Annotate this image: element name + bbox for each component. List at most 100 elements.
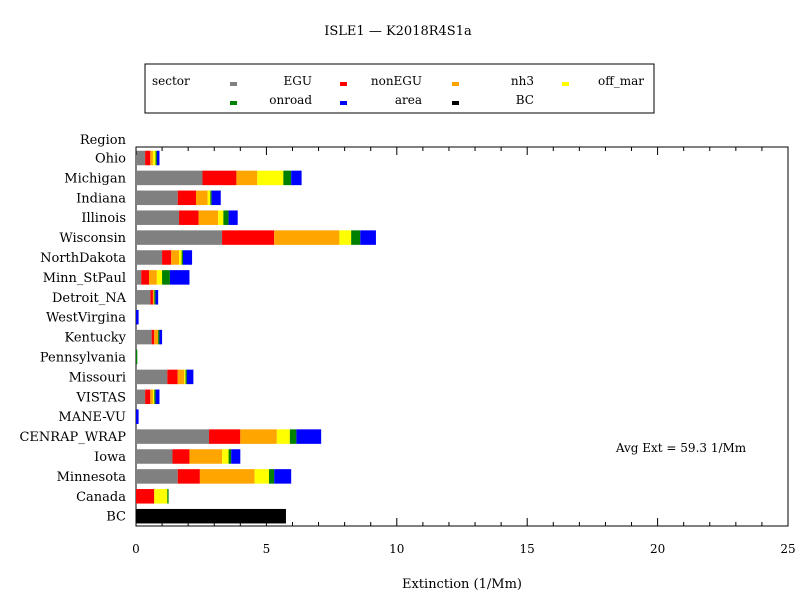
legend-label-egu: EGU (284, 74, 312, 88)
bar-minnesota-off_mar (254, 469, 270, 484)
bar-illinois-nh3 (198, 210, 219, 225)
bar-indiana-nonegu (177, 190, 196, 206)
bar-detroit-na-area (155, 290, 159, 305)
bar-illinois-off_mar (218, 210, 224, 225)
bar-ohio-off_mar (152, 150, 156, 166)
y-tick-label-illinois: Illinois (81, 211, 126, 226)
legend-label-bc: BC (516, 93, 534, 107)
bar-cenrap-wrap-off_mar (276, 429, 290, 444)
bar-cenrap-wrap-area (296, 429, 322, 444)
x-axis-label: Extinction (1/Mm) (402, 577, 522, 592)
legend-label-area: area (395, 93, 422, 107)
legend-marker-area (340, 101, 347, 105)
bar-minnesota-area (274, 469, 292, 484)
bar-northdakota-egu (136, 250, 163, 265)
bar-indiana-off_mar (207, 190, 211, 206)
y-tick-label-minn-stpaul: Minn_StPaul (43, 271, 126, 286)
legend-marker-nh3 (452, 82, 459, 86)
bar-michigan-nonegu (202, 170, 237, 186)
legend-marker-nonegu (340, 82, 347, 86)
bar-kentucky-egu (136, 329, 152, 345)
bar-indiana-area (211, 190, 221, 206)
bar-kentucky-area (159, 329, 163, 345)
legend-box (144, 63, 655, 114)
bar-vistas-onroad (154, 389, 156, 405)
y-tick-label-michigan: Michigan (64, 171, 126, 186)
y-tick-label-westvirgina: WestVirgina (46, 311, 126, 326)
bar-wisconsin-egu (136, 230, 223, 245)
bar-northdakota-off_mar (179, 250, 182, 265)
bar-minn-stpaul-onroad (162, 270, 170, 285)
y-tick-label-vistas: VISTAS (75, 390, 126, 405)
bar-vistas-egu (136, 389, 146, 405)
bar-minnesota-egu (136, 469, 178, 484)
bar-indiana-egu (136, 190, 178, 206)
bar-vistas-nh3 (150, 389, 153, 405)
bar-cenrap-wrap-egu (136, 429, 210, 444)
bar-ohio-egu (136, 150, 146, 166)
y-tick-label-indiana: Indiana (76, 191, 126, 206)
avg-extinction-annotation: Avg Ext = 59.3 1/Mm (615, 441, 747, 455)
y-tick-label-pennsylvania: Pennsylvania (40, 351, 126, 366)
bar-northdakota-nh3 (171, 250, 180, 265)
bar-missouri-off_mar (184, 369, 186, 385)
bar-michigan-area (291, 170, 302, 186)
bar-northdakota-area (182, 250, 193, 265)
legend-marker-bc (452, 101, 459, 105)
x-tick-label-10: 10 (389, 542, 404, 556)
legend-marker-off-mar (562, 82, 569, 86)
bar-michigan-off_mar (257, 170, 284, 186)
y-tick-label-bc: BC (106, 510, 126, 525)
y-tick-label-northdakota: NorthDakota (40, 251, 126, 266)
bar-northdakota-onroad (181, 250, 183, 265)
y-tick-label-missouri: Missouri (69, 370, 126, 385)
bars (136, 150, 376, 524)
bar-iowa-nh3 (189, 449, 223, 464)
bar-iowa-onroad (228, 449, 232, 464)
y-tick-label-mane-vu: MANE-VU (58, 410, 126, 425)
bar-vistas-off_mar (152, 389, 155, 405)
y-tick-label-iowa: Iowa (94, 450, 126, 465)
bar-kentucky-nh3 (154, 329, 159, 345)
bar-detroit-na-nh3 (152, 290, 155, 305)
x-tick-label-5: 5 (263, 542, 271, 556)
bar-iowa-off_mar (222, 449, 229, 464)
x-axis: 0 5 10 15 20 25 (132, 147, 796, 556)
y-tick-label-minnesota: Minnesota (57, 470, 127, 485)
bar-detroit-na-egu (136, 290, 151, 305)
y-axis-label: Region (80, 133, 127, 148)
bar-ohio-onroad (155, 150, 157, 166)
y-tick-label-kentucky: Kentucky (64, 331, 126, 346)
bar-missouri-nh3 (177, 369, 185, 385)
legend-marker-egu (230, 82, 237, 86)
bar-wisconsin-off_mar (339, 230, 352, 245)
bar-indiana-nh3 (195, 190, 208, 206)
y-tick-labels: Ohio Michigan Indiana Illinois Wisconsin Nort… (19, 152, 126, 525)
bar-ohio-nh3 (150, 150, 153, 166)
bar-minn-stpaul-egu (136, 270, 142, 285)
x-tick-label-15: 15 (520, 542, 535, 556)
bar-northdakota-nonegu (162, 250, 172, 265)
x-tick-label-20: 20 (650, 542, 665, 556)
bar-canada-nonegu (136, 489, 155, 504)
bar-minnesota-nonegu (177, 469, 200, 484)
bar-iowa-nonegu (172, 449, 190, 464)
bar-cenrap-wrap-nonegu (209, 429, 241, 444)
bar-mane-vu-area (136, 409, 139, 424)
bar-minn-stpaul-off_mar (156, 270, 163, 285)
x-tick-label-0: 0 (132, 542, 140, 556)
bar-bc-bc (136, 508, 286, 524)
legend-marker-onroad (230, 101, 237, 105)
y-tick-label-cenrap-wrap: CENRAP_WRAP (19, 430, 126, 445)
y-tick-label-ohio: Ohio (95, 152, 126, 167)
bar-illinois-area (228, 210, 238, 225)
legend-label-nh3: nh3 (511, 74, 534, 88)
bar-missouri-egu (136, 369, 168, 385)
bar-detroit-na-onroad (154, 290, 156, 305)
bar-wisconsin-area (360, 230, 376, 245)
chart-title: ISLE1 — K2018R4S1a (324, 24, 472, 39)
bar-wisconsin-onroad (351, 230, 361, 245)
bar-wisconsin-nh3 (274, 230, 340, 245)
